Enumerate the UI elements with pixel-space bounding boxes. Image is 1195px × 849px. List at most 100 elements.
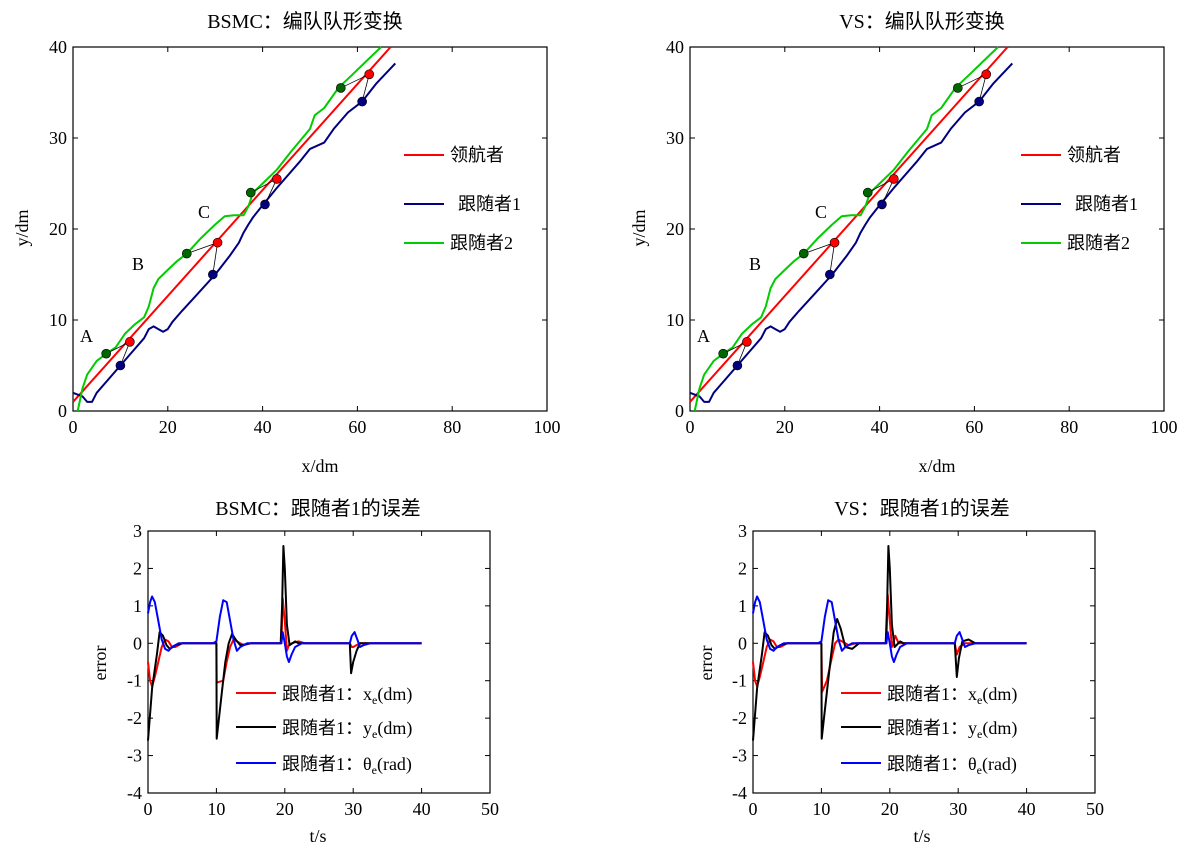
y-tick-label: 30	[666, 128, 684, 148]
plot-area: 0 10 20 30 40 50 -4 -3 -2 -1 0 1 2 3	[127, 521, 499, 819]
legend-label-leader: 领航者	[450, 145, 504, 165]
y-tick-label: 2	[738, 558, 747, 578]
x-tick-label: 50	[1086, 799, 1104, 819]
x-tick-label: 60	[348, 417, 366, 437]
y-tick-label: 0	[675, 401, 684, 421]
y-tick-label: -4	[732, 783, 747, 803]
legend-label-follower2: 跟随者2	[450, 233, 513, 253]
legend-label-y-error: 跟随者1：ye(dm)	[282, 718, 412, 741]
series-line-1	[72, 46, 392, 403]
trajectory-plot-bsmc: BSMC：编队队形变换 0 20 40 60 80 100 0 10 20 30 40 y/dm x…	[12, 10, 561, 476]
leader-marker	[364, 69, 375, 80]
follower1-marker	[974, 96, 984, 107]
x-tick-label: 0	[144, 799, 153, 819]
series-line-2	[752, 545, 1027, 741]
x-axis-label: x/dm	[918, 456, 955, 476]
legend-label-theta-error: 跟随者1：θe(rad)	[282, 754, 412, 777]
x-tick-label: 30	[949, 799, 967, 819]
follower1-marker	[825, 269, 835, 280]
follower2-marker	[336, 83, 346, 93]
series-line-2	[72, 62, 397, 403]
x-tick-label: 40	[413, 799, 431, 819]
annotation-b: B	[749, 254, 761, 274]
y-axis-label: error	[696, 646, 716, 681]
plot-title: VS：编队队形变换	[839, 10, 1005, 33]
leader-marker	[889, 174, 899, 184]
x-tick-label: 80	[443, 417, 461, 437]
x-axis-label: x/dm	[301, 456, 338, 476]
x-tick-label: 20	[776, 417, 794, 437]
y-tick-label: -3	[127, 746, 142, 766]
formation-link	[212, 242, 218, 275]
follower2-marker	[181, 248, 192, 259]
x-tick-label: 0	[69, 417, 78, 437]
formation-link	[829, 242, 835, 275]
legend-label-follower2: 跟随者2	[1067, 233, 1130, 253]
axes-frame	[689, 46, 1165, 412]
legend-label-leader: 领航者	[1067, 145, 1121, 165]
annotation-a: A	[697, 326, 710, 346]
x-tick-label: 10	[812, 799, 830, 819]
x-tick-label: 60	[965, 417, 983, 437]
leader-marker	[272, 174, 282, 184]
follower1-marker	[208, 269, 218, 280]
follower2-marker	[101, 348, 111, 359]
trajectory-plot-vs: VS：编队队形变换 0 20 40 60 80 100 0 10 20 30 40 y/dm x/d…	[629, 10, 1178, 476]
legend-label-follower1: 跟随者1	[1075, 194, 1138, 214]
y-tick-label: 0	[738, 633, 747, 653]
legend: 跟随者1：xe(dm) 跟随者1：ye(dm) 跟随者1：θe(rad)	[236, 684, 412, 777]
series-line-3	[76, 46, 382, 412]
x-tick-label: 0	[749, 799, 758, 819]
follower2-marker	[953, 83, 963, 93]
follower1-marker	[877, 199, 887, 210]
x-tick-label: 10	[207, 799, 225, 819]
plot-title: BSMC：跟随者1的误差	[215, 497, 421, 520]
follower2-marker	[798, 248, 809, 259]
y-tick-label: 40	[49, 37, 67, 57]
legend: 跟随者1：xe(dm) 跟随者1：ye(dm) 跟随者1：θe(rad)	[841, 684, 1017, 777]
follower1-marker	[260, 199, 270, 210]
follower2-marker	[862, 187, 873, 198]
y-axis-label: error	[90, 646, 110, 681]
legend-label-theta-error: 跟随者1：θe(rad)	[887, 754, 1017, 777]
y-tick-label: 3	[738, 521, 747, 541]
y-tick-label: 10	[666, 310, 684, 330]
formation-link	[957, 73, 987, 89]
leader-marker	[829, 237, 840, 248]
formation-link	[186, 242, 218, 254]
follower2-marker	[245, 187, 256, 198]
x-tick-label: 20	[881, 799, 899, 819]
follower1-marker	[357, 96, 367, 107]
series-line-3	[752, 595, 1027, 663]
legend-label-y-error: 跟随者1：ye(dm)	[887, 718, 1017, 741]
y-tick-label: 20	[49, 219, 67, 239]
follower1-marker	[732, 360, 743, 371]
legend-label-follower1: 跟随者1	[458, 194, 521, 214]
error-plot-bsmc: BSMC：跟随者1的误差 0 10 20 30 40 50 -4 -3 -2 -1 0 1 2 3 err…	[90, 497, 499, 846]
y-tick-label: 0	[58, 401, 67, 421]
annotation-b: B	[132, 254, 144, 274]
y-tick-label: 30	[49, 128, 67, 148]
annotation-a: A	[80, 326, 93, 346]
formation-link	[250, 178, 278, 193]
plot-area: 0 20 40 60 80 100 0 10 20 30 40	[49, 37, 561, 437]
x-tick-label: 100	[1151, 417, 1178, 437]
y-tick-label: -4	[127, 783, 142, 803]
leader-marker	[212, 237, 223, 248]
x-tick-label: 100	[534, 417, 561, 437]
x-tick-label: 40	[871, 417, 889, 437]
y-tick-label: 1	[133, 596, 142, 616]
x-tick-label: 50	[481, 799, 499, 819]
leader-marker	[742, 337, 752, 347]
follower1-marker	[115, 360, 126, 371]
y-tick-label: -1	[732, 671, 747, 691]
annotation-c: C	[198, 202, 210, 222]
y-tick-label: 40	[666, 37, 684, 57]
plot-area: 0 10 20 30 40 50 -4 -3 -2 -1 0 1 2 3	[732, 521, 1104, 819]
formation-link	[867, 178, 895, 193]
y-tick-label: -3	[732, 746, 747, 766]
legend-label-x-error: 跟随者1：xe(dm)	[282, 684, 412, 707]
y-tick-label: 20	[666, 219, 684, 239]
x-tick-label: 20	[276, 799, 294, 819]
